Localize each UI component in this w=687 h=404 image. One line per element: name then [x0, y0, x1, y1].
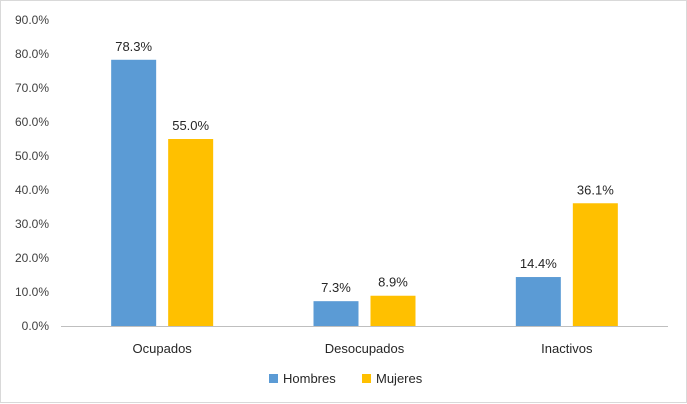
y-tick-label: 70.0% [15, 81, 49, 95]
y-tick-label: 10.0% [15, 285, 49, 299]
legend-label-hombres: Hombres [283, 371, 336, 386]
bar-hombres-ocupados [111, 59, 157, 326]
data-label: 78.3% [115, 39, 152, 54]
y-axis-ticks: 0.0% 10.0% 20.0% 30.0% 40.0% 50.0% 60.0% 70.0% 8… [15, 13, 49, 333]
y-tick-label: 90.0% [15, 13, 49, 27]
y-tick-label: 80.0% [15, 47, 49, 61]
x-tick-label: Desocupados [325, 341, 405, 356]
y-tick-label: 30.0% [15, 217, 49, 231]
legend-swatch-mujeres [362, 374, 371, 383]
y-tick-label: 40.0% [15, 183, 49, 197]
data-label: 8.9% [378, 275, 408, 290]
legend-swatch-hombres [269, 374, 278, 383]
bar-hombres-inactivos [515, 277, 561, 326]
bars [111, 59, 618, 326]
data-labels: 78.3% 55.0% 7.3% 8.9% 14.4% 36.1% [115, 39, 614, 295]
x-tick-label: Inactivos [541, 341, 593, 356]
x-axis-ticks: Ocupados Desocupados Inactivos [133, 341, 593, 356]
bar-mujeres-ocupados [168, 139, 214, 326]
bar-mujeres-inactivos [572, 203, 618, 326]
data-label: 36.1% [577, 182, 614, 197]
data-label: 14.4% [520, 256, 557, 271]
y-tick-label: 20.0% [15, 251, 49, 265]
y-tick-label: 60.0% [15, 115, 49, 129]
legend-label-mujeres: Mujeres [376, 371, 423, 386]
data-label: 7.3% [321, 280, 351, 295]
bar-mujeres-desocupados [370, 295, 416, 326]
data-label: 55.0% [172, 118, 209, 133]
y-tick-label: 0.0% [22, 319, 50, 333]
y-tick-label: 50.0% [15, 149, 49, 163]
x-tick-label: Ocupados [133, 341, 193, 356]
bar-hombres-desocupados [313, 301, 359, 326]
legend: Hombres Mujeres [269, 371, 423, 386]
